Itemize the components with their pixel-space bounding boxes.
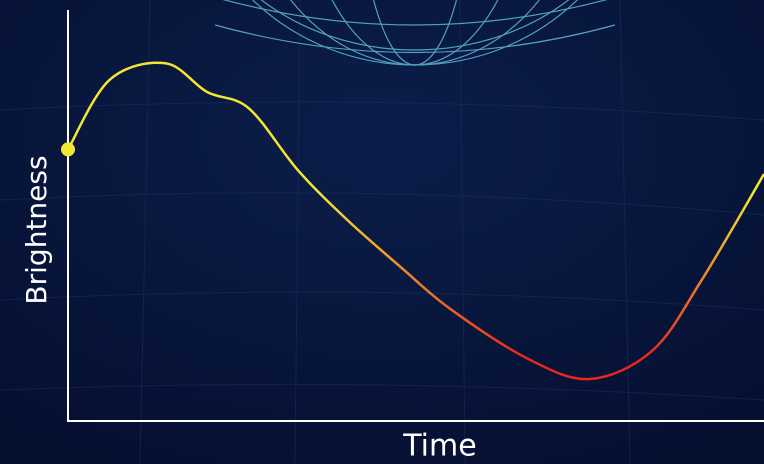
x-axis-label: Time (402, 429, 476, 464)
page: {"chart_data": {"type": "line", "xlabel"… (0, 0, 764, 464)
y-axis-label: Brightness (20, 155, 53, 304)
start-point (61, 142, 75, 156)
chart: Time Brightness (0, 0, 764, 464)
background (0, 0, 764, 464)
